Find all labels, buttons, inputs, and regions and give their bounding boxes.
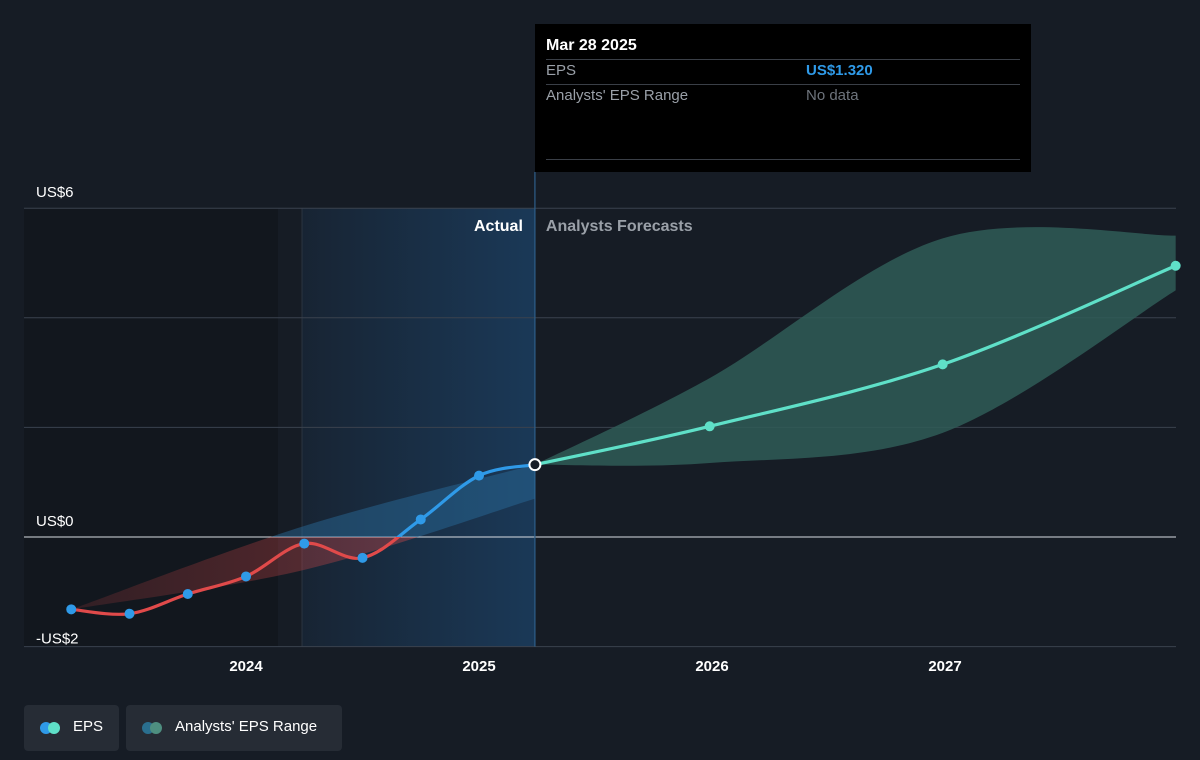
- legend-range-label: Analysts' EPS Range: [175, 718, 318, 735]
- y-axis-label: US$0: [36, 513, 74, 530]
- legend-eps-label: EPS: [73, 718, 104, 735]
- eps-actual-point: [299, 538, 310, 549]
- x-axis-tick-label: 2027: [928, 658, 961, 675]
- tooltip-date: Mar 28 2025: [546, 37, 637, 54]
- tooltip-range-row: Analysts' EPS Range No data: [546, 84, 1020, 110]
- tooltip-range-value: No data: [806, 87, 859, 104]
- tooltip-eps-value: US$1.320: [806, 62, 873, 79]
- tooltip-eps-row: EPS US$1.320: [546, 59, 1020, 85]
- x-axis-tick-label: 2025: [462, 658, 495, 675]
- eps-forecast-point: [1170, 260, 1181, 271]
- eps-forecast-point: [937, 359, 948, 370]
- eps-actual-point: [182, 588, 193, 599]
- eps-actual-line-positive: [395, 463, 536, 537]
- eps-actual-point: [66, 604, 77, 615]
- eps-forecast-point: [704, 421, 715, 432]
- x-axis-tick-label: 2024: [229, 658, 263, 675]
- eps-actual-point: [474, 470, 484, 481]
- range-legend-icon: [142, 722, 166, 734]
- tooltip-panel: Mar 28 2025 EPS US$1.320 Analysts' EPS R…: [535, 24, 1031, 172]
- eps-actual-point: [415, 514, 426, 525]
- y-axis-label: US$6: [36, 184, 74, 201]
- tooltip-range-label: Analysts' EPS Range: [546, 87, 689, 104]
- eps-current-point: [528, 458, 542, 472]
- eps-actual-point: [241, 571, 251, 582]
- x-axis-tick-label: 2026: [695, 658, 728, 675]
- forecast-section-label: Analysts Forecasts: [546, 218, 693, 235]
- actual-section-label: Actual: [474, 218, 523, 235]
- eps-forecast-line: [534, 264, 1177, 467]
- tooltip-eps-label: EPS: [546, 62, 577, 79]
- analyst-eps-range-band: [534, 227, 1176, 466]
- legend-range-button[interactable]: Analysts' EPS Range: [126, 705, 342, 751]
- eps-legend-icon: [40, 722, 64, 734]
- range-forecast-dot-icon: [150, 722, 162, 734]
- y-axis-label: -US$2: [36, 631, 79, 648]
- eps-actual-point: [357, 552, 368, 563]
- tooltip-divider: [546, 159, 1020, 160]
- eps-actual-point: [124, 608, 135, 619]
- legend-eps-button[interactable]: EPS: [24, 705, 119, 751]
- eps-forecast-dot-icon: [48, 722, 60, 734]
